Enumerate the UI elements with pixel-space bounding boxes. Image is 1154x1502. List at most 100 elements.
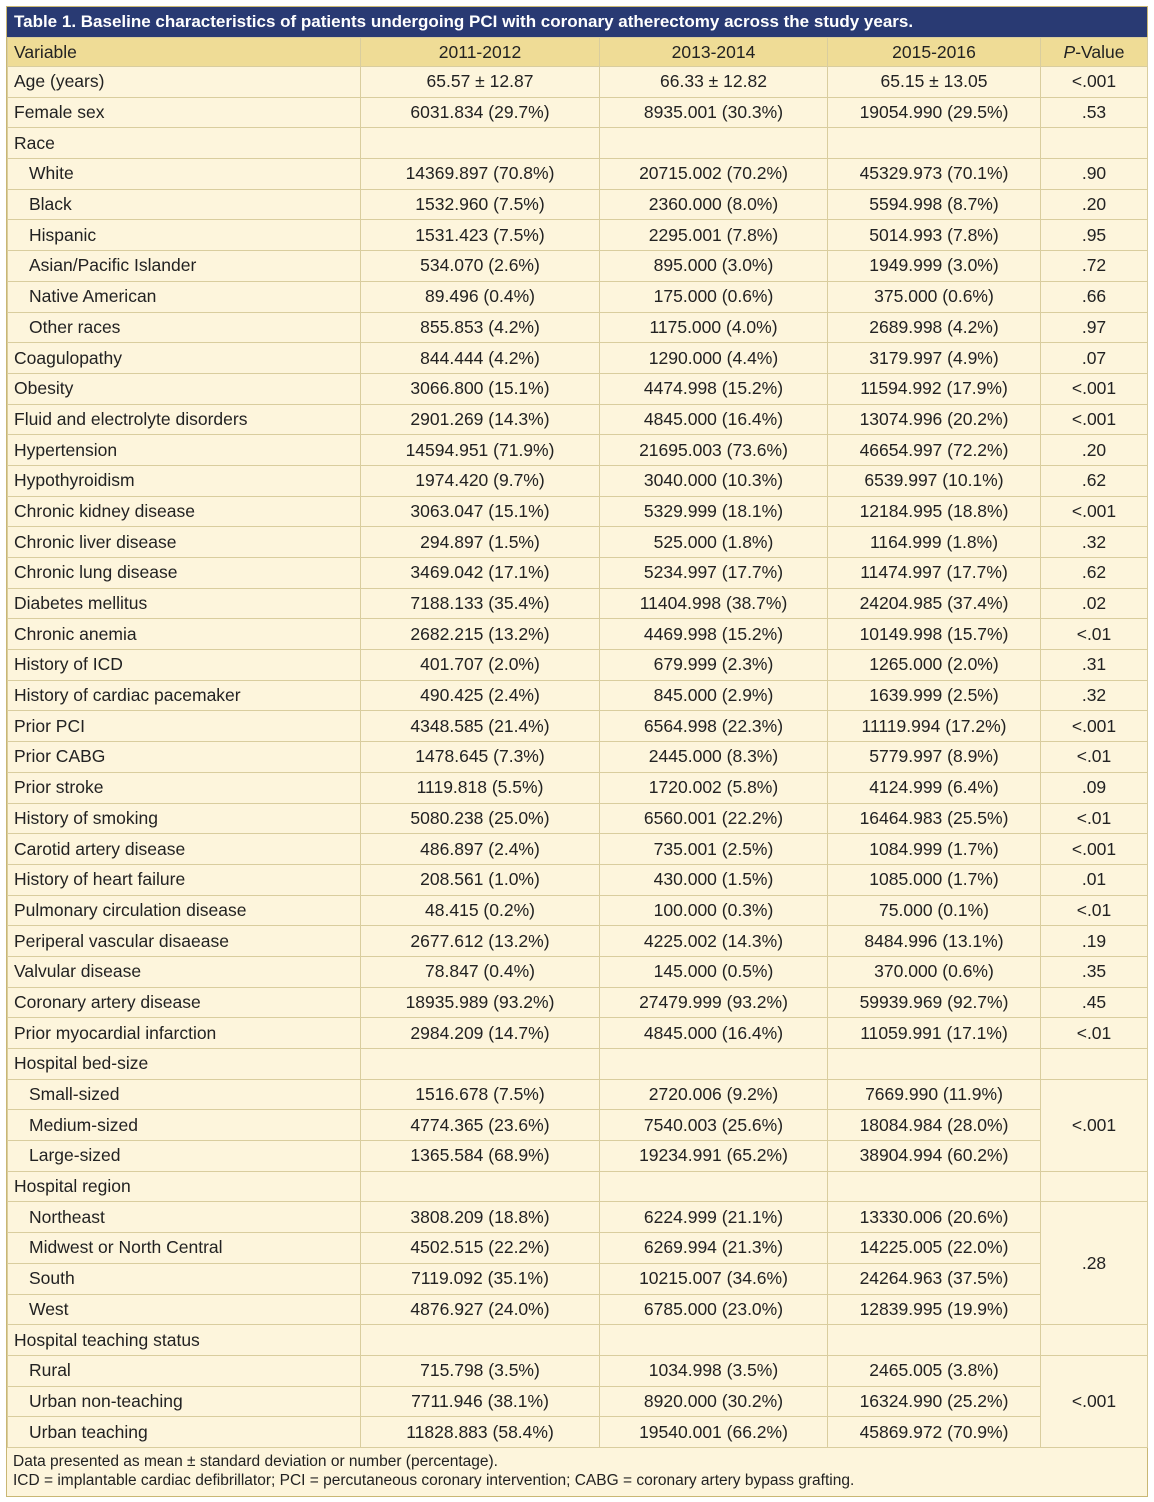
cell-2011-2012: 3469.042 (17.1%) bbox=[360, 557, 600, 589]
header-variable: Variable bbox=[7, 37, 361, 67]
table-row: Hypertension 14594.951 (71.9%) 21695.003 (… bbox=[7, 434, 1148, 466]
cell-p-value: <.01 bbox=[1040, 894, 1148, 927]
cell-2011-2012: 2984.209 (14.7%) bbox=[360, 1017, 600, 1049]
cell-2015-2016: 24264.963 (37.5%) bbox=[827, 1262, 1041, 1295]
row-label: Chronic kidney disease bbox=[7, 495, 361, 528]
cell-2011-2012: 1119.818 (5.5%) bbox=[360, 771, 600, 804]
cell-2013-2014: 4845.000 (16.4%) bbox=[599, 1017, 828, 1049]
cell-p-value: .97 bbox=[1040, 311, 1148, 344]
cell-2015-2016 bbox=[827, 1048, 1041, 1080]
cell-2013-2014 bbox=[599, 1324, 828, 1356]
row-label: Fluid and electrolyte disorders bbox=[7, 403, 361, 436]
cell-p-value: <.001 bbox=[1040, 403, 1148, 436]
table-row: Hospital bed-size bbox=[7, 1048, 1148, 1080]
cell-2015-2016: 38904.994 (60.2%) bbox=[827, 1140, 1041, 1172]
cell-2013-2014: 679.999 (2.3%) bbox=[599, 649, 828, 681]
cell-2015-2016: 370.000 (0.6%) bbox=[827, 955, 1041, 988]
row-label: West bbox=[7, 1293, 361, 1326]
header-p-italic: P bbox=[1063, 41, 1076, 62]
cell-2013-2014: 3040.000 (10.3%) bbox=[599, 464, 828, 497]
table-footnotes: Data presented as mean ± standard deviat… bbox=[7, 1447, 1147, 1496]
cell-p-value: .31 bbox=[1040, 649, 1148, 681]
table-row: Black 1532.960 (7.5%) 2360.000 (8.0%) 5594.… bbox=[7, 188, 1148, 221]
cell-2011-2012: 7188.133 (35.4%) bbox=[360, 587, 600, 620]
cell-p-value: <.001 bbox=[1040, 710, 1148, 743]
cell-2011-2012: 3066.800 (15.1%) bbox=[360, 372, 600, 405]
cell-p-value: <.001 bbox=[1040, 66, 1148, 98]
table-row: History of heart failure 208.561 (1.0%) 43… bbox=[7, 863, 1148, 896]
table-row: Urban teaching 11828.883 (58.4%) 19540.001… bbox=[7, 1416, 1148, 1448]
header-2011-2012: 2011-2012 bbox=[360, 37, 600, 67]
cell-2013-2014: 6269.994 (21.3%) bbox=[599, 1232, 828, 1264]
cell-2013-2014: 735.001 (2.5%) bbox=[599, 833, 828, 865]
cell-2011-2012: 208.561 (1.0%) bbox=[360, 863, 600, 896]
cell-2015-2016: 13330.006 (20.6%) bbox=[827, 1201, 1041, 1234]
cell-2013-2014: 2445.000 (8.3%) bbox=[599, 741, 828, 773]
table-row: Northeast 3808.209 (18.8%) 6224.999 (21.1%… bbox=[7, 1201, 1148, 1326]
cell-2015-2016: 65.15 ± 13.05 bbox=[827, 66, 1041, 98]
cell-2015-2016: 5594.998 (8.7%) bbox=[827, 188, 1041, 221]
cell-2011-2012: 18935.989 (93.2%) bbox=[360, 986, 600, 1019]
cell-p-value: .01 bbox=[1040, 863, 1148, 896]
row-label: Age (years) bbox=[7, 66, 361, 98]
cell-2013-2014: 11404.998 (38.7%) bbox=[599, 587, 828, 620]
row-label: Asian/Pacific Islander bbox=[7, 250, 361, 282]
cell-p-value: .95 bbox=[1040, 219, 1148, 252]
header-p-value: P-Value bbox=[1040, 37, 1148, 67]
table-row: Obesity 3066.800 (15.1%) 4474.998 (15.2%) 1… bbox=[7, 372, 1148, 405]
table-row: Pulmonary circulation disease 48.415 (0.2… bbox=[7, 894, 1148, 927]
cell-2011-2012: 2677.612 (13.2%) bbox=[360, 925, 600, 957]
cell-2015-2016 bbox=[827, 127, 1041, 160]
cell-2011-2012: 401.707 (2.0%) bbox=[360, 649, 600, 681]
table-row: Prior PCI 4348.585 (21.4%) 6564.998 (22.3%… bbox=[7, 710, 1148, 743]
cell-p-value: .62 bbox=[1040, 557, 1148, 589]
cell-2013-2014: 8920.000 (30.2%) bbox=[599, 1385, 828, 1418]
cell-2013-2014: 525.000 (1.8%) bbox=[599, 526, 828, 558]
cell-2015-2016: 2465.005 (3.8%) bbox=[827, 1354, 1041, 1387]
cell-p-value: <.01 bbox=[1040, 1017, 1148, 1049]
cell-2011-2012: 3808.209 (18.8%) bbox=[360, 1201, 600, 1234]
cell-2011-2012 bbox=[360, 1324, 600, 1356]
cell-p-value: .20 bbox=[1040, 188, 1148, 221]
table-row: Chronic lung disease 3469.042 (17.1%) 5234… bbox=[7, 557, 1148, 589]
row-label: Chronic lung disease bbox=[7, 557, 361, 589]
row-label: White bbox=[7, 158, 361, 190]
table-title: Table 1. Baseline characteristics of pat… bbox=[7, 7, 1147, 37]
cell-2011-2012: 2682.215 (13.2%) bbox=[360, 618, 600, 651]
cell-2015-2016: 7669.990 (11.9%) bbox=[827, 1078, 1041, 1111]
cell-p-value-merged: .28 bbox=[1040, 1201, 1148, 1326]
cell-2011-2012: 486.897 (2.4%) bbox=[360, 833, 600, 865]
header-row: Variable 2011-2012 2013-2014 2015-2016 P… bbox=[7, 37, 1148, 67]
cell-2011-2012: 78.847 (0.4%) bbox=[360, 955, 600, 988]
cell-2013-2014: 2295.001 (7.8%) bbox=[599, 219, 828, 252]
cell-p-value: <.001 bbox=[1040, 495, 1148, 528]
cell-2015-2016: 1639.999 (2.5%) bbox=[827, 679, 1041, 712]
cell-2011-2012: 14594.951 (71.9%) bbox=[360, 434, 600, 466]
cell-2013-2014: 10215.007 (34.6%) bbox=[599, 1262, 828, 1295]
cell-2015-2016: 1085.000 (1.7%) bbox=[827, 863, 1041, 896]
row-label: Prior CABG bbox=[7, 741, 361, 773]
row-label: Hypothyroidism bbox=[7, 464, 361, 497]
table-row: Age (years) 65.57 ± 12.87 66.33 ± 12.82 65.… bbox=[7, 66, 1148, 98]
row-label: Black bbox=[7, 188, 361, 221]
row-label: Chronic anemia bbox=[7, 618, 361, 651]
cell-2013-2014: 2720.006 (9.2%) bbox=[599, 1078, 828, 1111]
row-label: Large-sized bbox=[7, 1140, 361, 1172]
table-row: Urban non-teaching 7711.946 (38.1%) 8920.0… bbox=[7, 1385, 1148, 1418]
table-row: Large-sized 1365.584 (68.9%) 19234.991 (65… bbox=[7, 1140, 1148, 1172]
cell-2015-2016: 4124.999 (6.4%) bbox=[827, 771, 1041, 804]
row-label: Medium-sized bbox=[7, 1109, 361, 1142]
cell-p-value: .72 bbox=[1040, 250, 1148, 282]
cell-2015-2016: 1084.999 (1.7%) bbox=[827, 833, 1041, 865]
cell-2015-2016: 46654.997 (72.2%) bbox=[827, 434, 1041, 466]
cell-2013-2014: 20715.002 (70.2%) bbox=[599, 158, 828, 190]
row-label: Urban non-teaching bbox=[7, 1385, 361, 1418]
cell-p-value: .53 bbox=[1040, 96, 1148, 129]
table-row: Hypothyroidism 1974.420 (9.7%) 3040.000 (1… bbox=[7, 464, 1148, 497]
cell-2015-2016: 1949.999 (3.0%) bbox=[827, 250, 1041, 282]
cell-2011-2012: 7119.092 (35.1%) bbox=[360, 1262, 600, 1295]
cell-2013-2014: 4474.998 (15.2%) bbox=[599, 372, 828, 405]
cell-p-value: <.01 bbox=[1040, 618, 1148, 651]
table-row: Diabetes mellitus 7188.133 (35.4%) 11404.9… bbox=[7, 587, 1148, 620]
cell-p-value: .02 bbox=[1040, 587, 1148, 620]
